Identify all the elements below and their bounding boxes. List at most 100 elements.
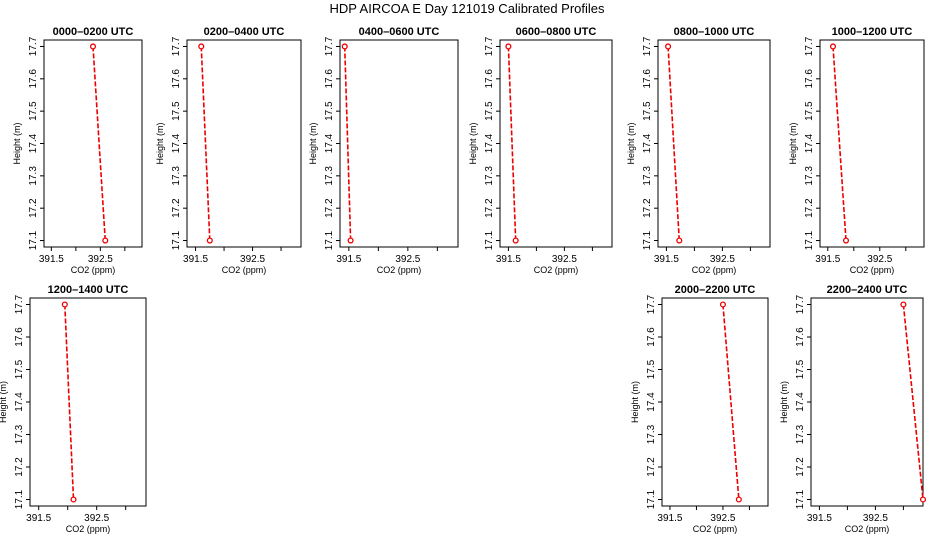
plot-frame — [29, 297, 147, 507]
y-axis-label: Height (m) — [308, 122, 318, 164]
y-tick-label: 17.4 — [642, 133, 653, 153]
x-axis-label: CO2 (ppm) — [534, 265, 579, 275]
y-tick-label: 17.4 — [28, 133, 39, 153]
x-tick-label: 392.5 — [710, 513, 735, 524]
y-tick-label: 17.4 — [795, 392, 806, 412]
panel-title: 0800–1000 UTC — [674, 26, 755, 38]
profile-line — [92, 46, 107, 241]
panel-title: 2200–2400 UTC — [827, 284, 908, 296]
y-tick-label: 17.1 — [642, 230, 653, 250]
panel-title: 0400–0600 UTC — [359, 26, 440, 38]
profile-line — [902, 304, 924, 500]
y-tick-label: 17.3 — [646, 424, 657, 444]
plot-frame — [657, 39, 771, 248]
plot-frame — [499, 39, 613, 248]
profile-line — [200, 46, 211, 241]
y-axis-label: Height (m) — [0, 381, 8, 423]
y-tick-label: 17.2 — [28, 198, 39, 218]
y-tick-label: 17.2 — [324, 198, 335, 218]
figure-title: HDP AIRCOA E Day 121019 Calibrated Profi… — [329, 1, 605, 16]
data-point — [347, 237, 354, 244]
data-point — [505, 43, 512, 50]
y-axis-label: Height (m) — [788, 122, 798, 164]
panel-title: 1000–1200 UTC — [832, 26, 913, 38]
data-point — [512, 237, 519, 244]
y-tick-label: 17.5 — [324, 101, 335, 121]
y-axis-label: Height (m) — [626, 122, 636, 164]
y-tick-label: 17.1 — [646, 489, 657, 509]
plot-frame — [661, 297, 769, 507]
y-tick-label: 17.2 — [646, 457, 657, 477]
data-point — [70, 496, 77, 503]
y-tick-label: 17.5 — [804, 101, 815, 121]
panel-1: 0000–0200 UTC 391.5 392.5 17.1 17.2 17.3 17.4 1… — [12, 26, 143, 275]
y-tick-label: 17.5 — [484, 101, 495, 121]
y-tick-label: 17.4 — [14, 392, 25, 412]
x-tick-label: 391.5 — [183, 254, 208, 265]
data-point — [676, 237, 683, 244]
plot-frame — [43, 39, 143, 248]
profile-line — [667, 46, 681, 241]
data-point — [842, 237, 850, 244]
y-tick-label: 17.6 — [28, 69, 39, 89]
x-axis-label: CO2 (ppm) — [693, 524, 738, 534]
x-tick-label: 391.5 — [657, 513, 682, 524]
y-tick-label: 17.4 — [171, 133, 182, 153]
y-tick-label: 17.5 — [795, 359, 806, 379]
y-tick-label: 17.2 — [795, 457, 806, 477]
panel-title: 0000–0200 UTC — [53, 26, 134, 38]
y-tick-label: 17.3 — [484, 166, 495, 186]
y-tick-label: 17.2 — [14, 457, 25, 477]
y-tick-label: 17.2 — [171, 198, 182, 218]
x-axis-label: CO2 (ppm) — [222, 265, 267, 275]
y-tick-label: 17.1 — [324, 230, 335, 250]
y-tick-label: 17.3 — [804, 166, 815, 186]
y-tick-label: 17.1 — [795, 489, 806, 509]
y-tick-label: 17.7 — [642, 36, 653, 56]
y-tick-label: 17.1 — [804, 230, 815, 250]
y-tick-label: 17.6 — [646, 327, 657, 347]
panel-6: 1000–1200 UTC 391.5 392.5 17.1 17.2 17.3 17.4 1… — [788, 26, 925, 275]
y-tick-label: 17.1 — [171, 230, 182, 250]
y-tick-label: 17.4 — [804, 133, 815, 153]
x-tick-label: 392.5 — [240, 254, 265, 265]
panel-5: 0800–1000 UTC 391.5 392.5 17.1 17.2 17.3 17.4 1… — [626, 26, 771, 275]
y-tick-label: 17.3 — [324, 166, 335, 186]
profile-line — [722, 304, 740, 500]
x-tick-label: 392.5 — [395, 254, 420, 265]
profile-line — [64, 304, 75, 500]
y-axis-label: Height (m) — [779, 381, 789, 423]
y-tick-label: 17.5 — [642, 101, 653, 121]
y-axis-label: Height (m) — [630, 381, 640, 423]
y-axis-label: Height (m) — [468, 122, 478, 164]
y-tick-label: 17.3 — [642, 166, 653, 186]
y-tick-label: 17.7 — [171, 36, 182, 56]
x-tick-label: 391.5 — [496, 254, 521, 265]
x-tick-label: 392.5 — [88, 254, 113, 265]
y-axis-label: Height (m) — [155, 122, 165, 164]
y-tick-label: 17.4 — [324, 133, 335, 153]
data-point — [900, 301, 907, 308]
x-axis-label: CO2 (ppm) — [850, 265, 895, 275]
y-tick-label: 17.6 — [14, 327, 25, 347]
y-tick-label: 17.2 — [484, 198, 495, 218]
y-tick-label: 17.3 — [14, 424, 25, 444]
y-tick-label: 17.3 — [171, 166, 182, 186]
y-tick-label: 17.6 — [804, 69, 815, 89]
data-point — [102, 237, 109, 244]
panel-title: 0600–0800 UTC — [516, 26, 597, 38]
y-tick-label: 17.1 — [28, 230, 39, 250]
data-point — [735, 496, 742, 503]
y-tick-label: 17.6 — [171, 69, 182, 89]
y-tick-label: 17.6 — [324, 69, 335, 89]
x-tick-label: 391.5 — [654, 254, 679, 265]
x-tick-label: 391.5 — [815, 254, 840, 265]
y-tick-label: 17.7 — [804, 36, 815, 56]
y-tick-label: 17.3 — [795, 424, 806, 444]
profile-line — [507, 46, 517, 241]
x-tick-label: 392.5 — [552, 254, 577, 265]
x-axis-label: CO2 (ppm) — [692, 265, 737, 275]
y-tick-label: 17.7 — [14, 294, 25, 314]
data-point — [89, 43, 97, 50]
panel-title: 2000–2200 UTC — [675, 284, 756, 296]
